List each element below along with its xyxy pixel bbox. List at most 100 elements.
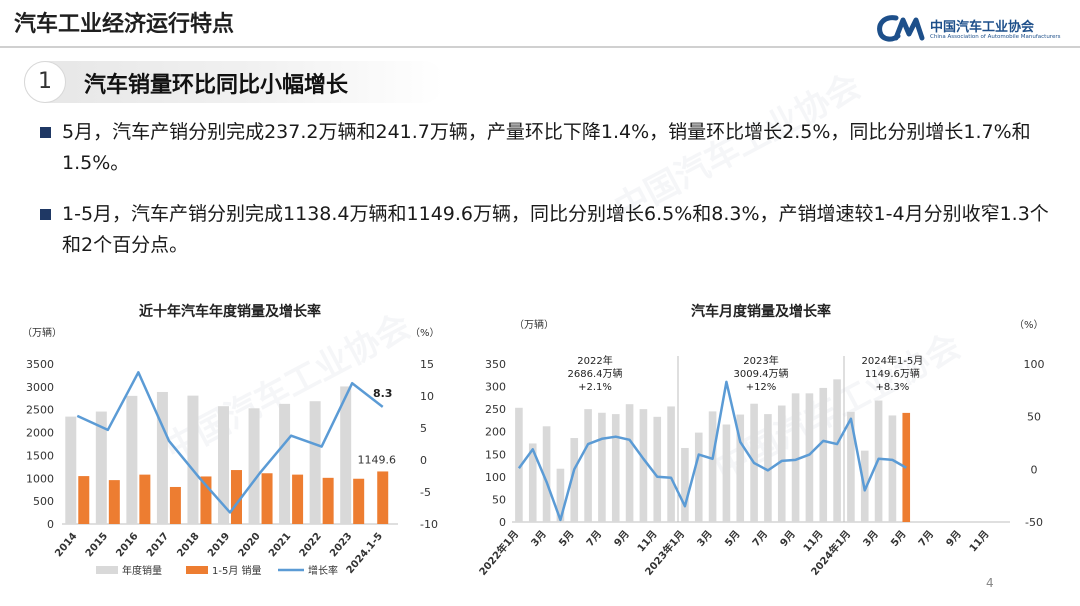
bar-monthly-sales (667, 406, 675, 522)
y-tick-right: 0 (1031, 463, 1038, 476)
caam-logo: 中国汽车工业协会 China Association of Automobile… (876, 12, 1072, 46)
bar-monthly-sales (653, 416, 662, 522)
x-tick-label: 9月 (944, 528, 964, 549)
x-tick-label: 3月 (861, 528, 881, 549)
annotation-growth: +2.1% (578, 382, 612, 393)
bullet-text: 5月，汽车产销分别完成237.2万辆和241.7万辆，产量环比下降1.4%，销量… (62, 121, 1031, 174)
x-tick-label: 3月 (695, 528, 715, 549)
bar-ytd-sales (231, 470, 242, 524)
x-tick-label: 7月 (584, 528, 604, 549)
x-tick-label: 5月 (556, 528, 576, 549)
bullet-text: 1-5月，汽车产销分别完成1138.4万辆和1149.6万辆，同比分别增长6.5… (62, 203, 1049, 256)
annotation-total: 2686.4万辆 (568, 367, 623, 380)
bar-ytd-sales (169, 486, 181, 524)
y-tick-left: 100 (485, 471, 506, 484)
bar-ytd-sales (200, 476, 212, 524)
x-tick-label: 5月 (722, 528, 742, 549)
x-tick-label: 2019 (206, 531, 232, 559)
bar-monthly-sales (625, 404, 634, 522)
y-tick-right: -5 (420, 486, 431, 499)
y-tick-left: 350 (485, 358, 506, 371)
y-axis-right-label: （%） (410, 327, 440, 339)
bar-annual-sales (95, 411, 107, 524)
x-tick-label: 2021 (267, 531, 293, 559)
x-tick-label: 11月 (635, 528, 660, 554)
y-tick-right: 0 (420, 454, 427, 467)
y-tick-left: 1500 (26, 449, 54, 462)
y-tick-left: 0 (499, 516, 506, 529)
bar-monthly-sales (819, 387, 828, 522)
y-tick-right: 50 (1027, 411, 1041, 424)
bar-monthly-sales (708, 411, 717, 522)
y-tick-left: 0 (47, 518, 54, 531)
legend-label: 增长率 (308, 564, 338, 577)
section-number: 1 (24, 61, 66, 103)
x-tick-label: 2015 (84, 531, 110, 559)
caam-logo-icon (877, 15, 925, 42)
annotation-growth: +12% (746, 382, 777, 393)
bar-monthly-sales (570, 438, 579, 522)
legend-swatch-annual (96, 566, 118, 574)
y-tick-left: 500 (33, 495, 54, 508)
bar-monthly-sales (791, 393, 800, 522)
x-tick-label: 2020 (237, 531, 263, 559)
data-label-line: 8.3 (373, 387, 393, 400)
x-tick-label: 5月 (888, 528, 908, 549)
x-tick-label: 2018 (175, 531, 201, 559)
annotation-year: 2023年 (743, 354, 778, 367)
y-tick-right: 10 (420, 390, 434, 403)
bar-monthly-sales (681, 447, 689, 522)
growth-rate-line (76, 371, 384, 514)
bar-monthly-sales (639, 409, 648, 522)
y-tick-right: 15 (420, 358, 434, 371)
logo-name-en: China Association of Automobile Manufact… (930, 34, 1061, 40)
logo-name-cn: 中国汽车工业协会 (930, 20, 1035, 35)
bar-annual-sales (309, 401, 321, 524)
bar-monthly-sales (515, 407, 523, 522)
y-tick-left: 3000 (26, 381, 54, 394)
header-divider (0, 46, 1080, 48)
x-tick-label: 2022年1月 (476, 528, 521, 578)
x-tick-label: 2014 (53, 531, 79, 559)
square-bullet-icon (40, 209, 51, 220)
data-label-bar: 1149.6 (357, 453, 396, 466)
x-tick-label: 2023 (328, 531, 354, 559)
bar-monthly-sales (833, 379, 841, 522)
page-number: 4 (986, 576, 994, 590)
bar-annual-sales (156, 391, 168, 524)
bar-monthly-sales (888, 415, 897, 522)
bar-annual-sales (218, 406, 229, 524)
growth-rate-line (517, 380, 907, 522)
y-tick-left: 3500 (26, 358, 54, 371)
bar-ytd-sales (322, 477, 334, 524)
legend-label: 1-5月 销量 (212, 564, 262, 577)
bar-ytd-sales (139, 474, 151, 524)
y-tick-right: -10 (420, 518, 438, 531)
x-tick-label: 2022 (298, 531, 324, 559)
x-tick-label: 2017 (145, 531, 171, 559)
bullet-item: 5月，汽车产销分别完成237.2万辆和241.7万辆，产量环比下降1.4%，销量… (40, 117, 1060, 179)
y-tick-left: 300 (485, 381, 506, 394)
bar-ytd-sales (261, 473, 273, 524)
bar-ytd-sales (377, 471, 389, 524)
bar-monthly-sales (528, 443, 537, 522)
y-tick-left: 250 (485, 403, 506, 416)
annotation-growth: +8.3% (876, 382, 910, 393)
y-tick-left: 1000 (26, 472, 54, 485)
bar-monthly-sales (764, 414, 772, 522)
chart-title: 汽车月度销量及增长率 (691, 303, 831, 320)
y-tick-left: 2000 (26, 427, 54, 440)
bar-annual-sales (126, 395, 138, 524)
bar-ytd-sales (108, 480, 120, 524)
chart-title: 近十年汽车年度销量及增长率 (139, 303, 321, 320)
y-axis-left-label: （万辆） (22, 326, 62, 339)
bar-monthly-sales (805, 393, 814, 522)
bar-ytd-sales (292, 474, 304, 524)
x-tick-label: 7月 (750, 528, 770, 549)
bar-annual-sales (248, 408, 260, 524)
bar-monthly-sales (598, 412, 606, 522)
legend-swatch-ytd (186, 566, 208, 574)
bar-monthly-sales (584, 409, 592, 522)
bar-ytd-sales (78, 476, 90, 524)
square-bullet-icon (40, 127, 51, 138)
